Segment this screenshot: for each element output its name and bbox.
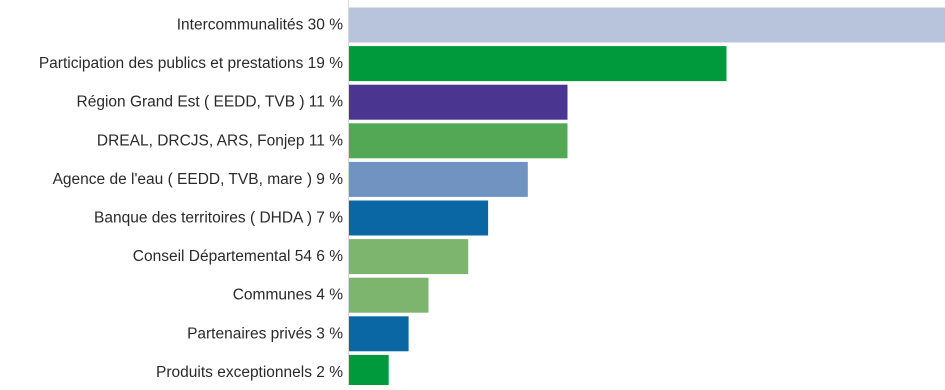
category-label-8: Communes 4 % — [233, 287, 343, 304]
bar-6 — [349, 200, 489, 236]
category-label-1: Intercommunalités 30 % — [177, 17, 343, 34]
category-labels-group: Intercommunalités 30 % Participation des … — [39, 17, 343, 381]
category-label-4: DREAL, DRCJS, ARS, Fonjep 11 % — [97, 132, 343, 149]
bar-8 — [349, 277, 429, 313]
category-label-7: Conseil Départemental 54 6 % — [133, 248, 343, 265]
bar-1 — [349, 7, 945, 43]
bar-4 — [349, 123, 568, 159]
bar-2 — [349, 46, 727, 82]
bar-9 — [349, 316, 409, 352]
category-label-10: Produits exceptionnels 2 % — [156, 364, 343, 381]
category-label-2: Participation des publics et prestations… — [39, 55, 343, 72]
bar-5 — [349, 161, 528, 197]
bar-10 — [349, 354, 389, 390]
category-label-6: Banque des territoires ( DHDA ) 7 % — [94, 210, 343, 227]
bar-7 — [349, 239, 469, 275]
bars-group — [349, 7, 945, 390]
category-label-9: Partenaires privés 3 % — [187, 325, 343, 342]
bar-3 — [349, 84, 568, 120]
category-label-3: Région Grand Est ( EEDD, TVB ) 11 % — [77, 94, 344, 111]
category-label-5: Agence de l'eau ( EEDD, TVB, mare ) 9 % — [53, 171, 344, 188]
